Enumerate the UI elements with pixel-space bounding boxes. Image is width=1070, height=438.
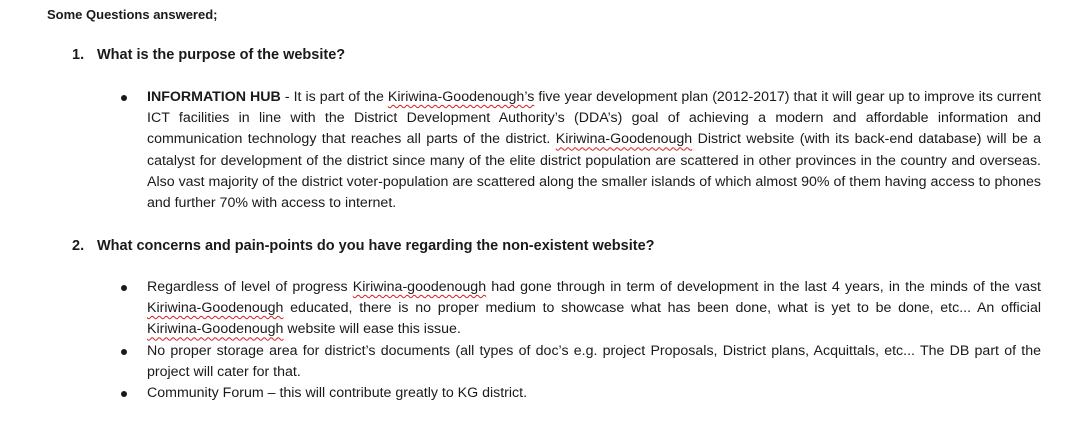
- text-run: No proper storage area for district’s do…: [147, 342, 1041, 380]
- text-run: had gone through in term of development …: [486, 279, 1041, 295]
- question-1: 1. What is the purpose of the website?: [72, 45, 345, 65]
- text-run: educated, there is no proper medium to s…: [283, 300, 1041, 317]
- bullet-icon: [121, 348, 127, 355]
- answer-bullet-community-forum: Community Forum – this will contribute g…: [118, 383, 1041, 404]
- text-run: District website (with its back-end data…: [147, 131, 1041, 212]
- misspelling-kiriwina-goodenough: Kiriwina-Goodenough’s: [387, 89, 535, 105]
- question-1-number: 1.: [72, 47, 85, 63]
- question-2-text: What concerns and pain-points do you hav…: [97, 238, 655, 254]
- misspelling-kiriwina-goodenough: Kiriwina-goodenough: [352, 279, 487, 295]
- bullet-icon: [121, 391, 127, 398]
- misspelling-kiriwina-goodenough: Kiriwina-Goodenough: [147, 300, 284, 317]
- text-run: Regardless of level of progress: [147, 279, 353, 295]
- misspelling-kiriwina-goodenough: Kiriwina-Goodenough: [555, 131, 693, 148]
- bullet-icon: [121, 285, 127, 291]
- intro-heading: Some Questions answered;: [47, 7, 218, 22]
- text-run: five year development plan (2012-2017) t…: [147, 89, 1042, 148]
- information-hub-lead: INFORMATION HUB: [147, 89, 281, 105]
- text-run: - It is part of the: [280, 89, 388, 105]
- bullet-icon: [121, 95, 127, 101]
- text-run: website will ease this issue.: [283, 321, 461, 338]
- question-1-text: What is the purpose of the website?: [97, 47, 346, 63]
- answer-bullet-progress: Regardless of level of progress Kiriwina…: [118, 277, 1041, 341]
- answer-bullet-information-hub: INFORMATION HUB - It is part of the Kiri…: [118, 87, 1041, 214]
- question-2-answer-list: Regardless of level of progress Kiriwina…: [118, 277, 1041, 404]
- answer-bullet-storage: No proper storage area for district’s do…: [118, 341, 1041, 383]
- misspelling-kiriwina-goodenough: Kiriwina-Goodenough: [147, 321, 284, 338]
- question-2: 2. What concerns and pain-points do you h…: [72, 236, 655, 256]
- question-1-answer-list: INFORMATION HUB - It is part of the Kiri…: [118, 87, 1041, 214]
- text-run: Community Forum – this will contribute g…: [147, 385, 528, 402]
- question-2-number: 2.: [72, 238, 85, 254]
